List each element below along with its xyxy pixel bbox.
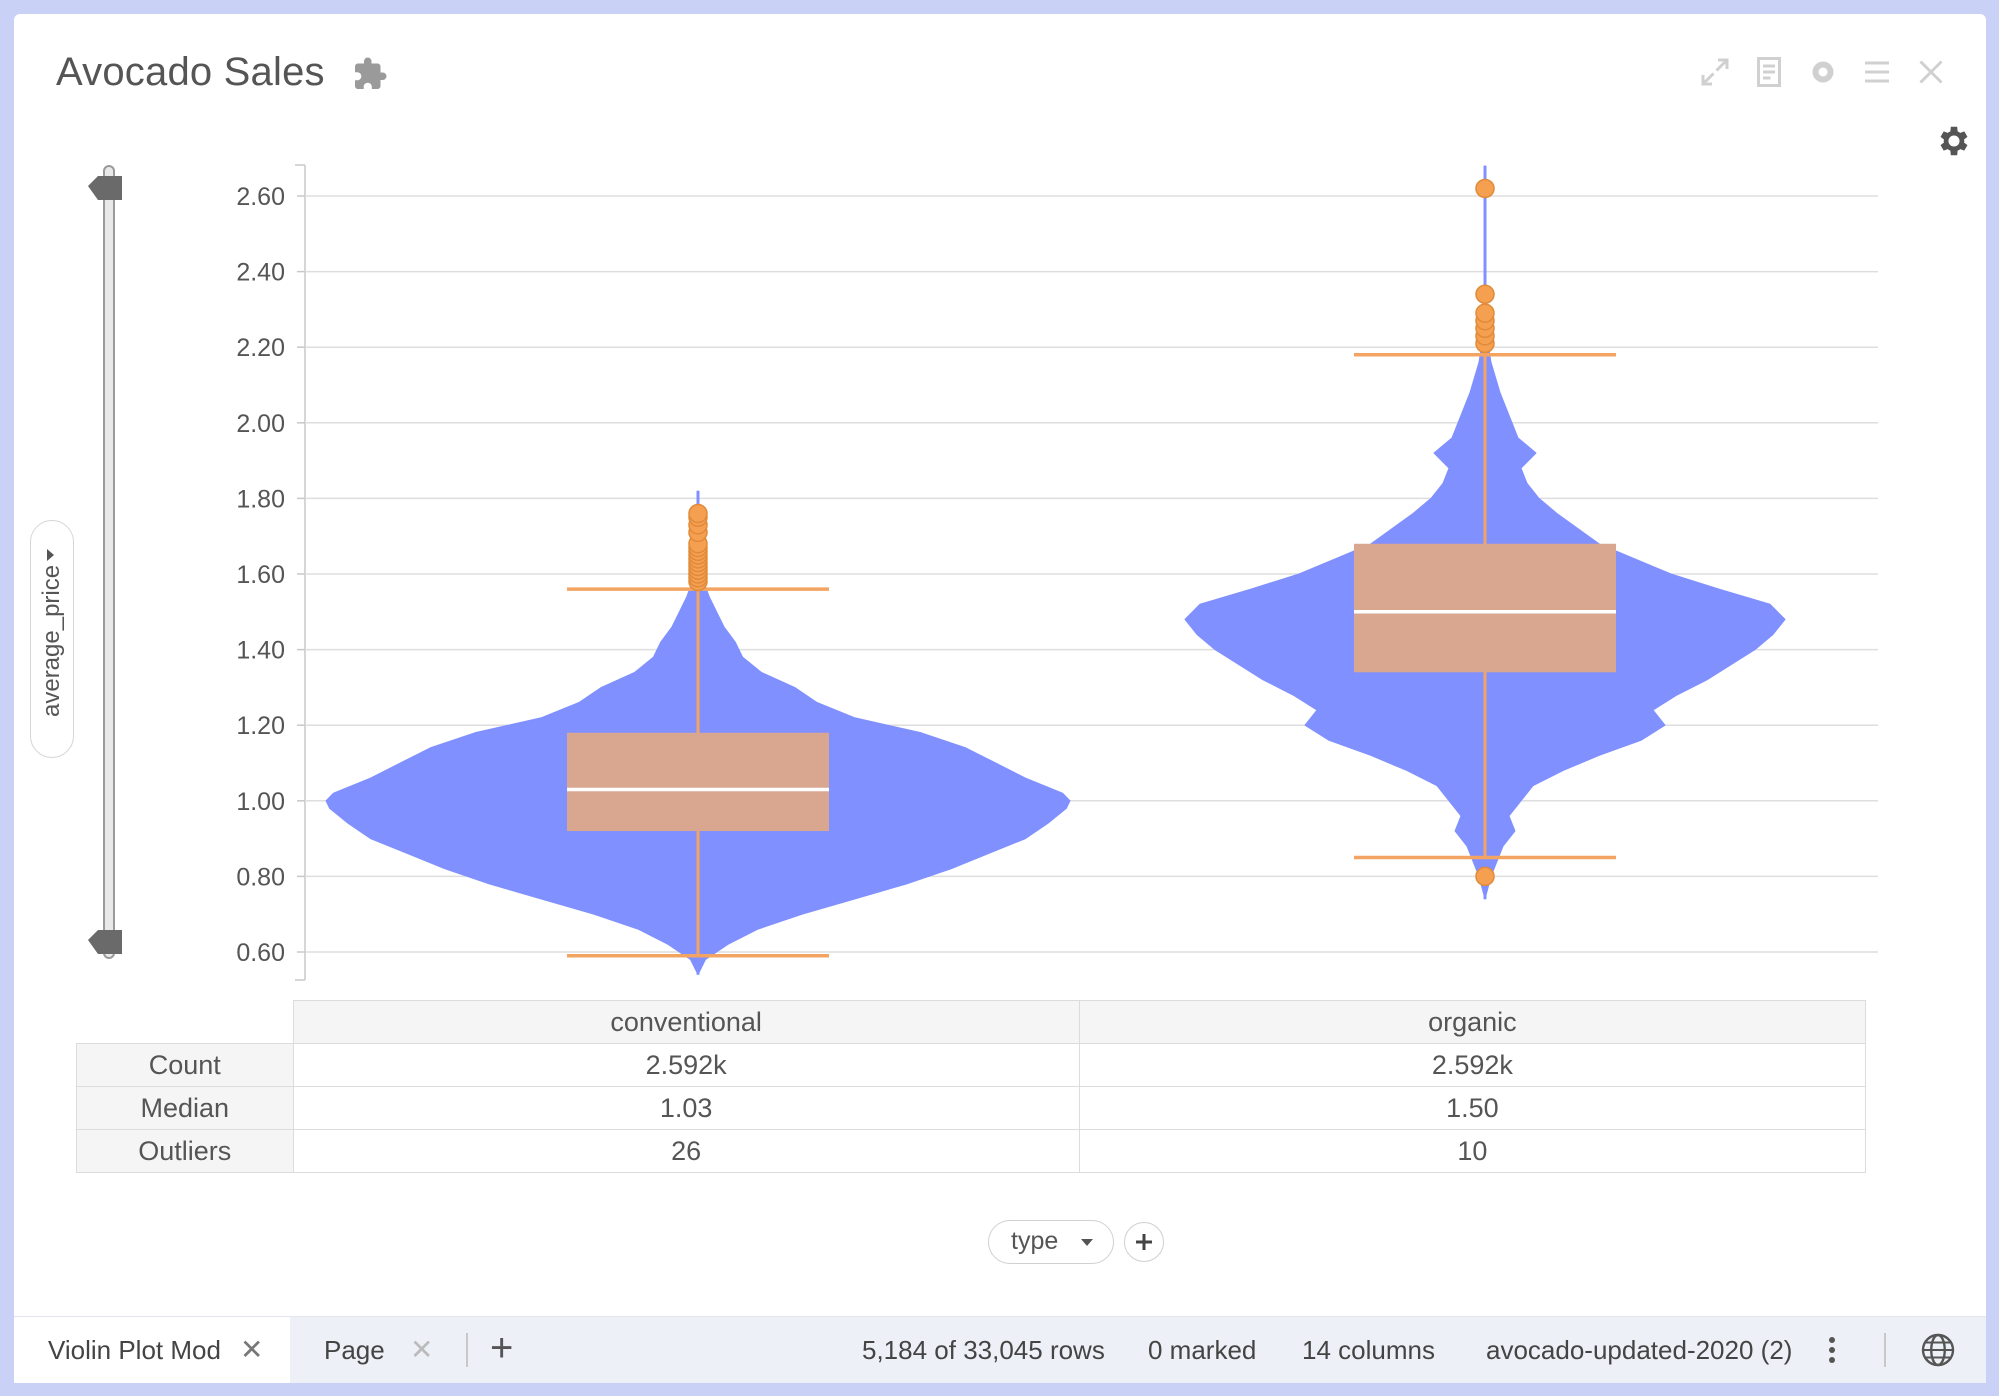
y-range-slider[interactable] — [74, 150, 134, 970]
box-organic — [1354, 543, 1616, 673]
chevron-down-icon — [1081, 1239, 1093, 1246]
y-tick-label: 1.00 — [236, 788, 285, 816]
y-tick-label: 0.60 — [236, 939, 285, 967]
visualization-toolbar — [1697, 54, 1949, 90]
add-page-button[interactable]: + — [490, 1326, 514, 1370]
x-axis-selector-label: type — [1011, 1227, 1059, 1255]
x-axis-selector[interactable]: type — [988, 1220, 1114, 1264]
tab-label: Violin Plot Mod — [48, 1335, 221, 1365]
row-label-median: Median — [76, 1086, 294, 1130]
visualization-title[interactable]: Avocado Sales — [56, 50, 325, 94]
y-tick-label: 0.80 — [236, 863, 285, 891]
close-tab-icon[interactable]: ✕ — [240, 1334, 264, 1365]
table-row: Median 1.03 1.50 — [76, 1086, 1867, 1130]
column-header-organic: organic — [1078, 1000, 1867, 1044]
add-axis-button[interactable] — [1124, 1222, 1164, 1262]
table-cell: 1.03 — [292, 1086, 1080, 1130]
y-tick-label: 2.20 — [236, 334, 285, 362]
y-tick-label: 2.40 — [236, 259, 285, 287]
more-options-icon[interactable] — [1828, 1337, 1836, 1365]
table-row: Count 2.592k 2.592k — [76, 1043, 1867, 1087]
close-tab-icon[interactable]: ✕ — [410, 1334, 434, 1365]
table-cell: 26 — [292, 1129, 1080, 1173]
list-icon[interactable] — [1859, 54, 1895, 90]
y-tick-label: 2.00 — [236, 410, 285, 438]
rows-status[interactable]: 5,184 of 33,045 rows — [862, 1335, 1105, 1365]
columns-status[interactable]: 14 columns — [1302, 1335, 1435, 1365]
box-conventional — [567, 732, 829, 832]
row-label-count: Count — [76, 1043, 294, 1087]
table-cell: 2.592k — [1078, 1043, 1867, 1087]
divider — [466, 1333, 468, 1367]
range-slider-bottom-handle[interactable] — [88, 930, 122, 954]
column-header-conventional: conventional — [292, 1000, 1080, 1044]
y-axis-selector[interactable]: average_price — [30, 520, 74, 758]
statistics-table: conventional organic Count 2.592k 2.592k… — [76, 1000, 1867, 1173]
y-tick-label: 2.60 — [236, 183, 285, 211]
table-row: Outliers 26 10 — [76, 1129, 1867, 1173]
y-tick-label: 1.40 — [236, 637, 285, 665]
table-corner — [77, 1001, 294, 1044]
settings-gear-icon[interactable] — [1935, 122, 1973, 160]
marked-status[interactable]: 0 marked — [1148, 1335, 1257, 1365]
bottom-bar: Violin Plot Mod ✕ Page ✕ + 5,184 of 33,0… — [14, 1316, 1986, 1383]
selector-arrow-icon — [47, 549, 54, 561]
outlier-point — [1475, 866, 1495, 887]
close-icon[interactable] — [1913, 54, 1949, 90]
outlier-point — [1475, 303, 1495, 323]
details-icon[interactable] — [1751, 54, 1787, 90]
outlier-point — [1475, 178, 1495, 199]
y-tick-label: 1.20 — [236, 712, 285, 740]
table-cell: 10 — [1078, 1129, 1867, 1173]
outlier-point — [1475, 284, 1495, 305]
table-cell: 2.592k — [292, 1043, 1080, 1087]
puzzle-icon — [355, 57, 387, 89]
row-label-outliers: Outliers — [76, 1129, 294, 1173]
expand-icon[interactable] — [1697, 54, 1733, 90]
violin-plot[interactable]: 2.60 2.40 2.20 2.00 1.80 1.60 1.40 1.20 1.00 0.80… — [0, 0, 1999, 1000]
gear-icon[interactable] — [1805, 54, 1841, 90]
tab-violin-plot-mod[interactable]: Violin Plot Mod ✕ — [14, 1317, 290, 1383]
dataset-name[interactable]: avocado-updated-2020 (2) — [1486, 1335, 1793, 1365]
range-slider-top-handle[interactable] — [88, 176, 122, 200]
divider — [1884, 1333, 1886, 1367]
y-tick-label: 1.60 — [236, 561, 285, 589]
globe-icon[interactable] — [1920, 1332, 1956, 1368]
table-cell: 1.50 — [1078, 1086, 1867, 1130]
tab-label: Page — [324, 1335, 385, 1365]
y-tick-label: 1.80 — [236, 485, 285, 513]
tab-page[interactable]: Page ✕ — [300, 1317, 460, 1383]
outlier-point — [688, 503, 708, 524]
